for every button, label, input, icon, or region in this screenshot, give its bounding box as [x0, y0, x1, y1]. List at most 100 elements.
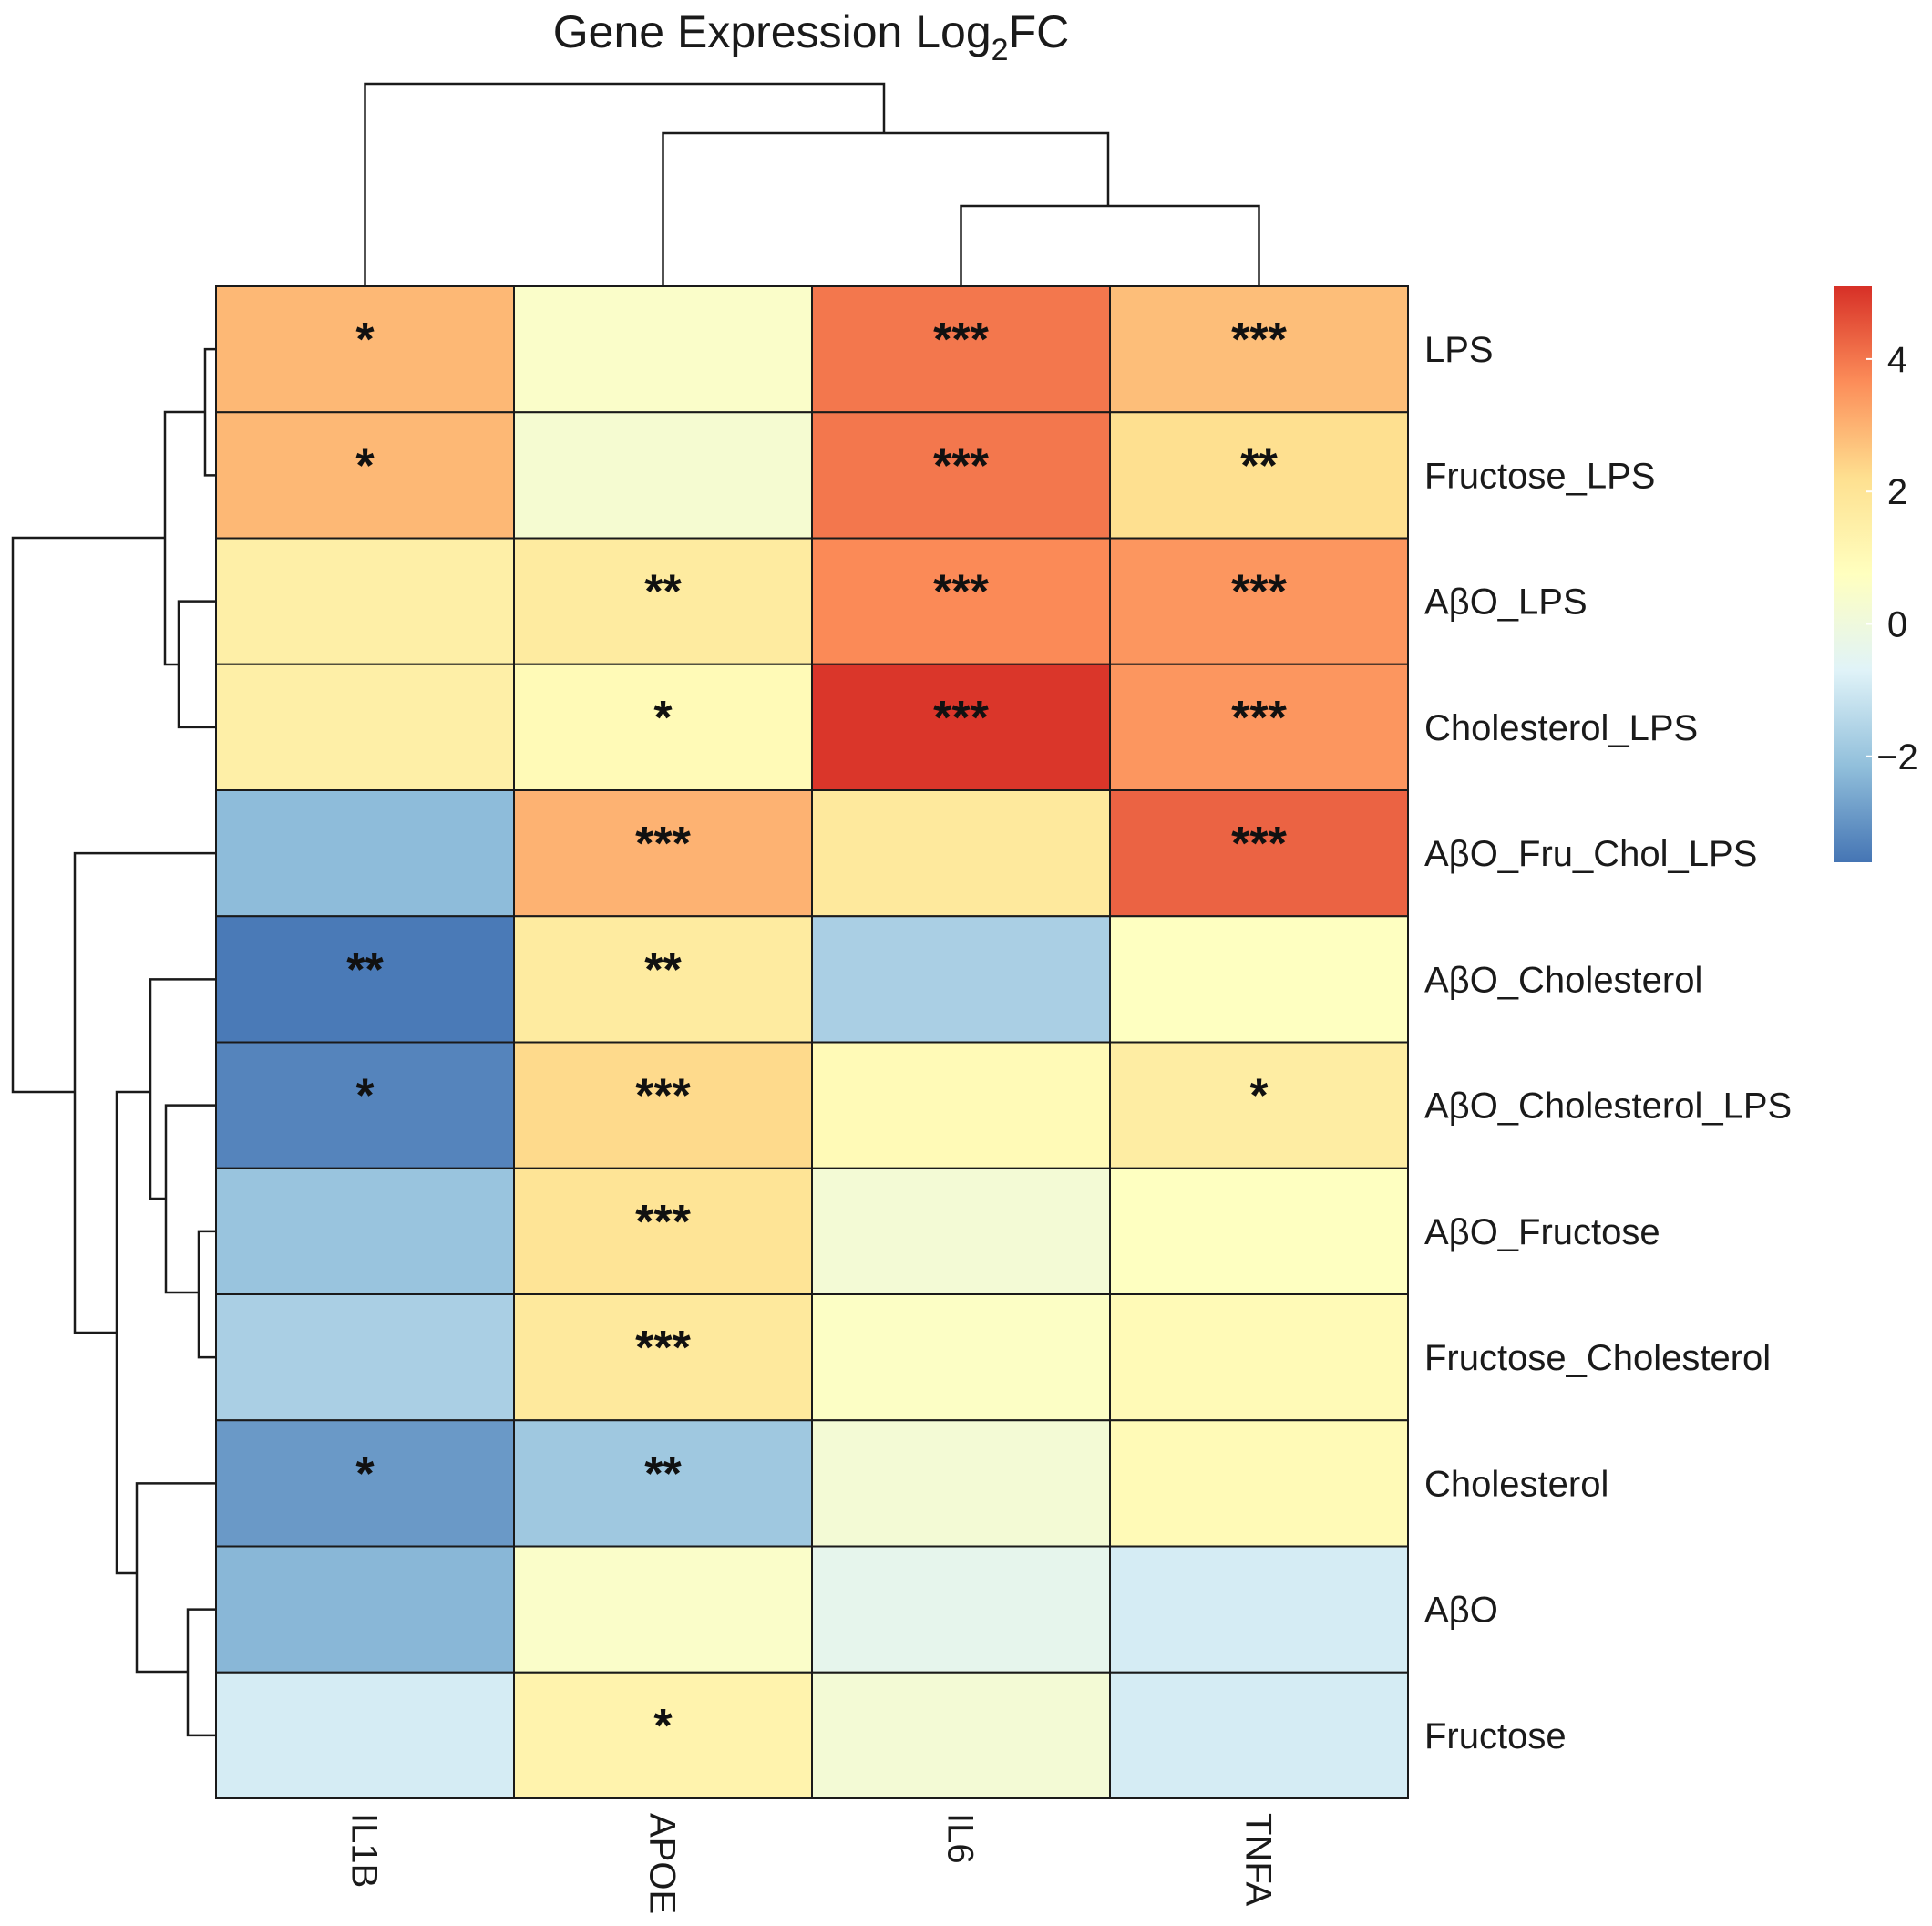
heatmap-cell-fructose_cholesterol-il6	[811, 1293, 1111, 1422]
heatmap-cell-fructose_cholesterol-il1b	[215, 1293, 515, 1422]
significance-mark: *	[355, 1070, 375, 1123]
heatmap-cell-fructose_lps-apoe	[513, 411, 813, 540]
row-label: Cholesterol_LPS	[1424, 708, 1698, 748]
legend-tick-label: 0	[1887, 604, 1907, 644]
significance-mark: *	[653, 1700, 673, 1753]
significance-mark: ***	[635, 1322, 691, 1375]
row-label: AβO_LPS	[1424, 582, 1588, 623]
heatmap-cell-cholesterol_lps-il1b	[215, 663, 515, 791]
dendrogram-branch	[164, 1104, 216, 1294]
dendrogram-branch	[186, 1608, 216, 1737]
row-label: Fructose_Cholesterol	[1424, 1338, 1771, 1378]
heatmap-cell-aβo-il6	[811, 1545, 1111, 1674]
dendrogram-branch	[163, 410, 205, 666]
heatmap-cell-cholesterol_lps-il6	[811, 663, 1111, 791]
dendrogram-branch	[960, 204, 1260, 286]
row-labels: LPS Fructose_LPS AβO_LPS Cholesterol_LPS AβO…	[1424, 330, 1792, 1756]
chart-title: Gene Expression Log2FC	[553, 6, 1069, 67]
heatmap-cell-cholesterol-il1b	[215, 1419, 515, 1548]
significance-mark: ***	[933, 439, 989, 492]
heatmap-cell-aβo_fructose-il6	[811, 1167, 1111, 1295]
significance-mark: ***	[933, 566, 989, 619]
dendrogram-branch	[197, 1230, 216, 1359]
heatmap-cell-aβo_cholesterol_lps-il6	[811, 1041, 1111, 1169]
heatmap-cell-fructose-apoe	[513, 1671, 813, 1799]
significance-mark: *	[355, 1447, 375, 1500]
row-label: LPS	[1424, 330, 1494, 370]
heatmap-cell-aβo_lps-il6	[811, 537, 1111, 665]
heatmap-cell-cholesterol_lps-tnfa	[1109, 663, 1409, 791]
chart-title-subscript: 2	[992, 33, 1009, 67]
significance-mark: **	[644, 566, 682, 619]
significance-mark: *	[1249, 1070, 1269, 1123]
legend-tick-label: 4	[1887, 340, 1907, 380]
heatmap-cell-aβo_cholesterol-il1b	[215, 915, 515, 1044]
significance-mark: ***	[1231, 692, 1287, 745]
row-dendrogram	[11, 347, 216, 1737]
heatmap-cell-cholesterol-apoe	[513, 1419, 813, 1548]
heatmap-cell-aβo_lps-tnfa	[1109, 537, 1409, 665]
heatmap-cell-aβo_fru_chol_lps-il6	[811, 789, 1111, 918]
heatmap-cell-lps-il6	[811, 285, 1111, 414]
column-label: TNFA	[1238, 1813, 1279, 1907]
row-label: AβO_Fru_Chol_LPS	[1424, 834, 1757, 874]
significance-mark: ***	[635, 1196, 691, 1249]
heatmap-cell-lps-apoe	[513, 285, 813, 414]
heatmap-cell-aβo_cholesterol_lps-apoe	[513, 1041, 813, 1169]
significance-mark: ***	[635, 818, 691, 870]
column-label: IL6	[940, 1813, 981, 1864]
dendrogram-branch	[364, 82, 886, 286]
significance-mark: *	[355, 314, 375, 366]
heatmap-cell-aβo-tnfa	[1109, 1545, 1409, 1674]
heatmap-cell-aβo_fru_chol_lps-apoe	[513, 789, 813, 918]
significance-mark: **	[346, 943, 384, 996]
legend-color-bar	[1834, 286, 1872, 862]
legend-tick-label: 2	[1887, 472, 1907, 512]
dendrogram-branch	[115, 1090, 150, 1575]
heatmap-cell-cholesterol-tnfa	[1109, 1419, 1409, 1548]
legend-tick-label: −2	[1876, 737, 1918, 778]
heatmap-cell-aβo_fru_chol_lps-tnfa	[1109, 789, 1409, 918]
heatmap-cell-aβo_fructose-tnfa	[1109, 1167, 1409, 1295]
heatmap-cell-cholesterol_lps-apoe	[513, 663, 813, 791]
heatmap-cell-aβo_cholesterol_lps-tnfa	[1109, 1041, 1409, 1169]
color-legend: 4 2 0 −2	[1834, 286, 1918, 862]
dendrogram-branch	[662, 131, 1110, 286]
dendrogram-branch	[135, 1482, 216, 1674]
row-label: AβO_Fructose	[1424, 1212, 1660, 1252]
significance-mark: **	[644, 1447, 682, 1500]
row-label: AβO_Cholesterol_LPS	[1424, 1087, 1792, 1127]
column-label: APOE	[642, 1813, 683, 1914]
heatmap-cells	[215, 285, 1409, 1799]
heatmap-cell-aβo-apoe	[513, 1545, 813, 1674]
significance-mark: **	[644, 943, 682, 996]
significance-mark: ***	[635, 1070, 691, 1123]
heatmap-cell-aβo_fru_chol_lps-il1b	[215, 789, 515, 918]
significance-mark: ***	[1231, 314, 1287, 366]
heatmap-cell-fructose-il1b	[215, 1671, 515, 1799]
dendrogram-branch	[149, 978, 216, 1200]
heatmap-cell-cholesterol-il6	[811, 1419, 1111, 1548]
significance-mark: **	[1240, 439, 1278, 492]
column-dendrogram	[364, 82, 1260, 286]
significance-mark: *	[653, 692, 673, 745]
heatmap-cell-fructose-il6	[811, 1671, 1111, 1799]
significance-mark: *	[355, 439, 375, 492]
significance-marks: * *** **** *** **** *** **** *** ****** ***** *** *…	[346, 314, 1287, 1753]
dendrogram-branch	[11, 536, 165, 1094]
chart-title-suffix: FC	[1009, 6, 1070, 57]
heatmap-cell-fructose_cholesterol-tnfa	[1109, 1293, 1409, 1422]
significance-mark: ***	[933, 314, 989, 366]
row-label: Fructose_LPS	[1424, 456, 1655, 496]
row-label: AβO	[1424, 1591, 1498, 1631]
heatmap-cell-aβo-il1b	[215, 1545, 515, 1674]
heatmap-cell-aβo_cholesterol-il6	[811, 915, 1111, 1044]
dendrogram-branch	[203, 347, 216, 477]
significance-mark: ***	[1231, 566, 1287, 619]
heatmap-cell-fructose_lps-tnfa	[1109, 411, 1409, 540]
row-label: Fructose	[1424, 1716, 1567, 1756]
dendrogram-branch	[177, 600, 216, 729]
column-label: IL1B	[344, 1813, 385, 1888]
heatmap-cell-aβo_lps-il1b	[215, 537, 515, 665]
